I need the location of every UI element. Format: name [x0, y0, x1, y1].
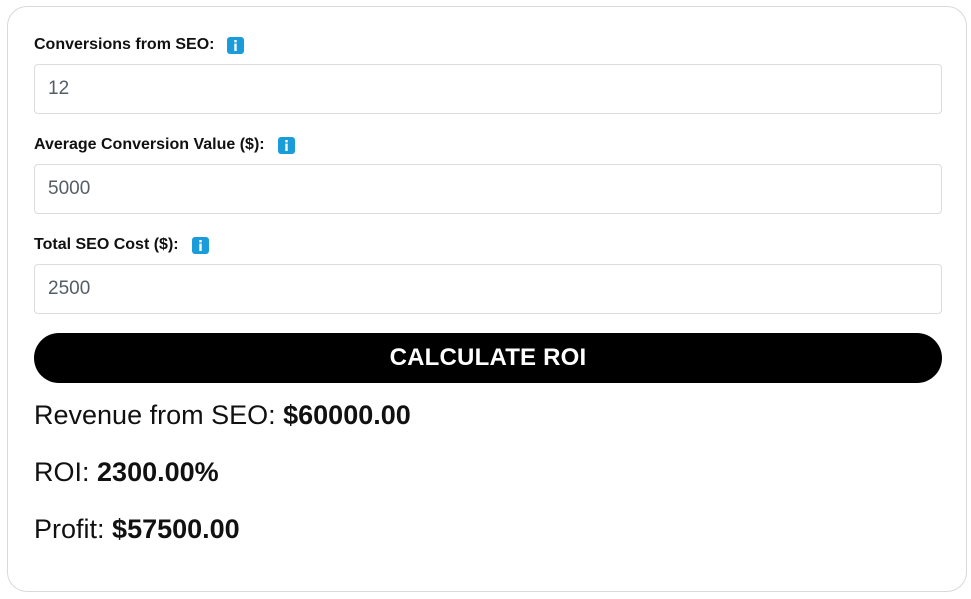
info-icon[interactable] [227, 36, 245, 54]
roi-label: ROI: [34, 457, 90, 487]
seo-cost-label-row: Total SEO Cost ($): [34, 235, 209, 255]
roi-value: 2300.00% [97, 457, 219, 487]
info-icon[interactable] [191, 236, 209, 254]
conversions-input[interactable] [34, 64, 942, 114]
revenue-result: Revenue from SEO: $60000.00 [34, 400, 411, 431]
profit-label: Profit: [34, 514, 105, 544]
profit-result: Profit: $57500.00 [34, 514, 240, 545]
calculate-roi-button[interactable]: CALCULATE ROI [34, 333, 942, 383]
profit-value: $57500.00 [112, 514, 240, 544]
roi-result: ROI: 2300.00% [34, 457, 219, 488]
info-icon[interactable] [277, 136, 295, 154]
seo-cost-input[interactable] [34, 264, 942, 314]
roi-calculator-card: Conversions from SEO: Average Conversion… [7, 6, 967, 592]
avg-value-label: Average Conversion Value ($): [34, 136, 265, 153]
avg-value-label-row: Average Conversion Value ($): [34, 135, 295, 155]
conversions-label-row: Conversions from SEO: [34, 35, 245, 55]
seo-cost-label: Total SEO Cost ($): [34, 236, 179, 253]
avg-value-input[interactable] [34, 164, 942, 214]
revenue-label: Revenue from SEO: [34, 400, 276, 430]
conversions-label: Conversions from SEO: [34, 36, 215, 53]
revenue-value: $60000.00 [283, 400, 411, 430]
